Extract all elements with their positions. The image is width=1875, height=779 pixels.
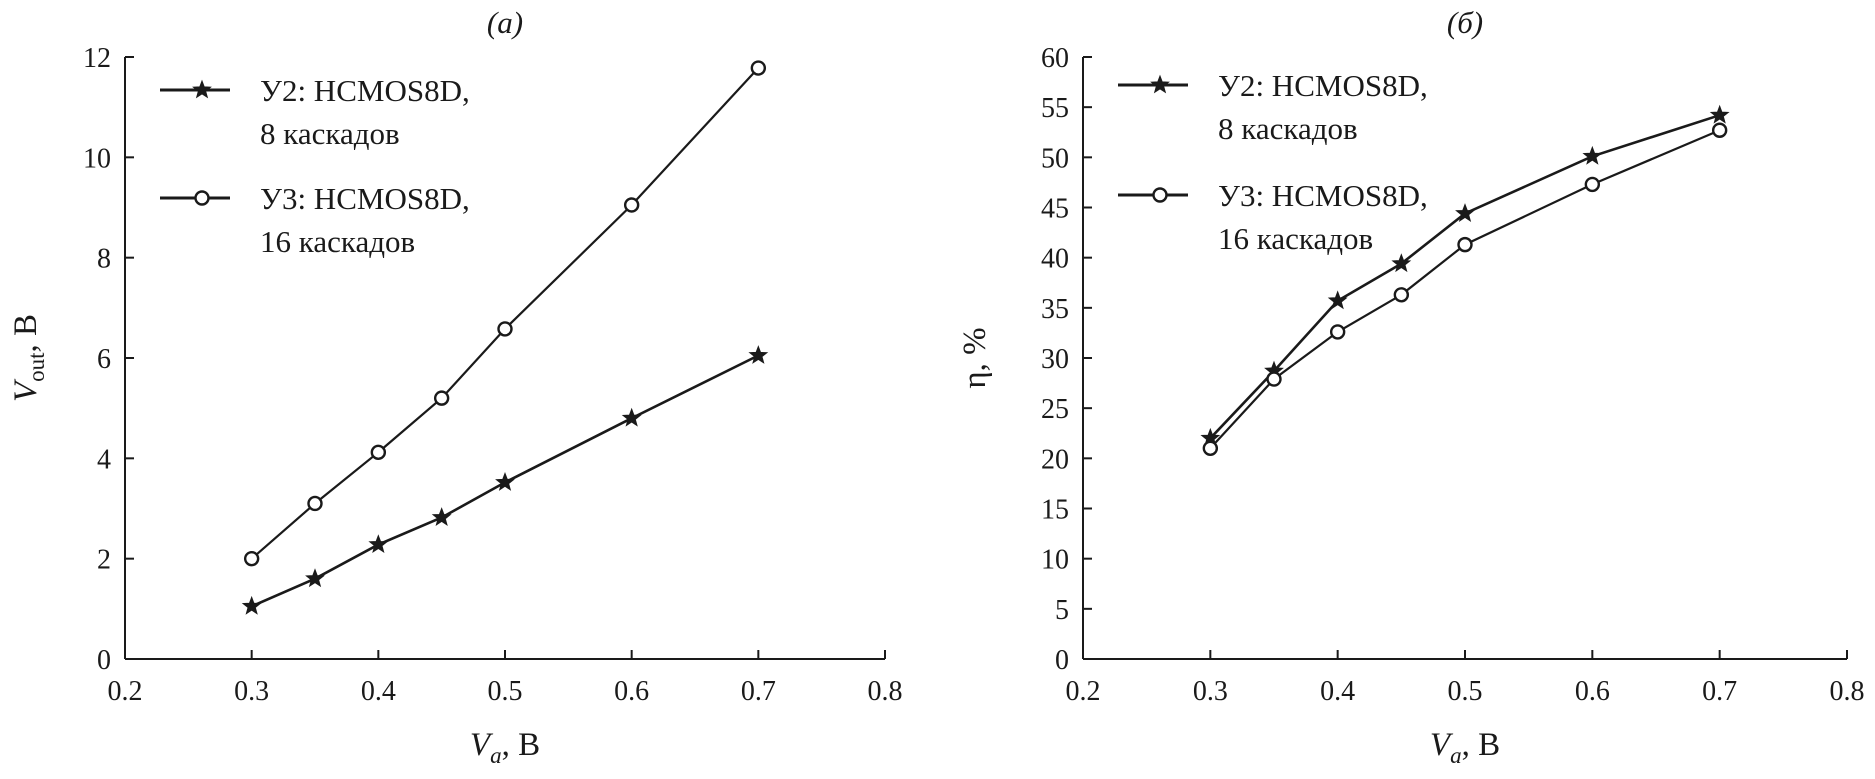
x-tick-label: 0.6: [614, 676, 649, 707]
data-point: [497, 321, 513, 337]
series-1: [1200, 104, 1730, 447]
data-point: [370, 444, 387, 461]
series-2: [1202, 122, 1728, 456]
data-point: [1327, 290, 1348, 310]
data-point: [243, 550, 260, 567]
chart-panel-2: 0.2 0.3 0.4 0.5 0.6 0.7 0.8 0 5 10 15 20 25 30 35 40 45 5…: [957, 5, 1865, 768]
x-tick-label: 0.3: [234, 676, 269, 707]
x-axis-label-sub: a: [1450, 743, 1462, 768]
x-tick-label: 0.3: [1193, 676, 1228, 707]
panel-label: (б): [1447, 5, 1483, 40]
y-axis-label-unit: , В: [8, 314, 44, 353]
y-tick-label: 2: [97, 545, 111, 576]
y-tick-label: 55: [1041, 93, 1069, 124]
y-axis-label-main: η, %: [957, 327, 993, 388]
legend-entry-2: У3: HCMOS8D, 16 каскадов: [160, 181, 470, 259]
y-tick-label: 20: [1041, 444, 1069, 475]
series-2: [243, 60, 767, 567]
x-tick-label: 0.4: [361, 676, 396, 707]
x-axis-label-main: V: [1430, 727, 1454, 763]
y-axis-label-main: V: [8, 378, 44, 402]
legend-label-line1: У2: HCMOS8D,: [260, 73, 470, 108]
data-point: [1266, 371, 1282, 387]
data-point: [1582, 145, 1603, 165]
panel-label: (a): [487, 5, 523, 40]
x-tick-label: 0.8: [868, 676, 903, 707]
legend-label-line1: У2: HCMOS8D,: [1218, 68, 1428, 103]
y-tick-label: 30: [1041, 344, 1069, 375]
y-tick-label: 10: [83, 143, 111, 174]
legend-marker: [192, 79, 212, 99]
legend-entry-1: У2: HCMOS8D, 8 каскадов: [1118, 68, 1428, 146]
data-point: [1391, 253, 1412, 273]
legend-label-line1: У3: HCMOS8D,: [1218, 178, 1428, 213]
data-point: [1393, 287, 1410, 303]
y-tick-label: 10: [1041, 545, 1069, 576]
y-tick-label: 25: [1041, 394, 1069, 425]
legend-label-line2: 8 каскадов: [1218, 111, 1358, 146]
data-point: [748, 345, 769, 364]
x-tick-label: 0.5: [488, 676, 523, 707]
y-tick-label: 0: [97, 645, 111, 676]
y-axis-label: Vout, В: [8, 314, 49, 402]
data-point: [307, 495, 323, 512]
x-tick-label: 0.8: [1830, 676, 1865, 707]
y-tick-label: 4: [97, 444, 111, 475]
data-point: [1457, 236, 1473, 253]
y-tick-label: 60: [1041, 43, 1069, 74]
y-tick-label: 35: [1041, 294, 1069, 325]
x-axis-label-main: V: [470, 727, 494, 763]
data-point: [750, 60, 767, 76]
data-point: [1202, 440, 1219, 456]
x-axis-label-unit: , В: [502, 727, 541, 763]
x-axis-label-sub: a: [490, 743, 502, 768]
legend-marker: [194, 190, 210, 206]
data-point: [495, 471, 515, 491]
data-point: [431, 507, 452, 526]
data-point: [1711, 122, 1728, 138]
x-tick-label: 0.5: [1448, 676, 1483, 707]
x-tick-label: 0.7: [741, 676, 776, 707]
x-axis-label: Va, В: [1430, 727, 1500, 768]
x-axis-label-unit: , В: [1462, 727, 1501, 763]
y-tick-label: 45: [1041, 194, 1069, 225]
data-point: [1329, 324, 1346, 340]
y-tick-label: 0: [1055, 645, 1069, 676]
y-axis-label-sub: out: [24, 352, 49, 382]
y-tick-label: 15: [1041, 495, 1069, 526]
data-point: [623, 197, 640, 213]
y-tick-label: 40: [1041, 244, 1069, 275]
x-axis-label: Va, В: [470, 727, 540, 768]
x-tick-label: 0.6: [1575, 676, 1610, 707]
legend-marker: [1150, 74, 1170, 94]
data-point: [1709, 104, 1730, 124]
data-point: [241, 595, 262, 615]
x-tick-label: 0.7: [1702, 676, 1737, 707]
y-tick-label: 6: [97, 344, 111, 375]
y-tick-label: 8: [97, 244, 111, 275]
legend-label-line1: У3: HCMOS8D,: [260, 181, 470, 216]
data-point: [1455, 203, 1475, 222]
legend-entry-1: У2: HCMOS8D, 8 каскадов: [160, 73, 470, 151]
data-point: [621, 407, 642, 427]
data-point: [305, 568, 325, 588]
x-tick-label: 0.2: [1066, 676, 1101, 707]
x-tick-label: 0.4: [1320, 676, 1355, 707]
y-tick-label: 12: [83, 43, 111, 74]
legend-label-line2: 16 каскадов: [1218, 221, 1373, 256]
data-point: [368, 534, 389, 554]
y-tick-label: 5: [1055, 595, 1069, 626]
data-point: [433, 390, 450, 406]
y-tick-label: 50: [1041, 143, 1069, 174]
data-point: [1584, 176, 1601, 193]
y-axis-label: η, %: [957, 327, 993, 388]
legend-marker: [1152, 187, 1168, 203]
series-1: [241, 345, 769, 615]
x-tick-label: 0.2: [108, 676, 143, 707]
legend-label-line2: 8 каскадов: [260, 116, 400, 151]
legend-entry-2: У3: HCMOS8D, 16 каскадов: [1118, 178, 1428, 256]
legend-label-line2: 16 каскадов: [260, 224, 415, 259]
